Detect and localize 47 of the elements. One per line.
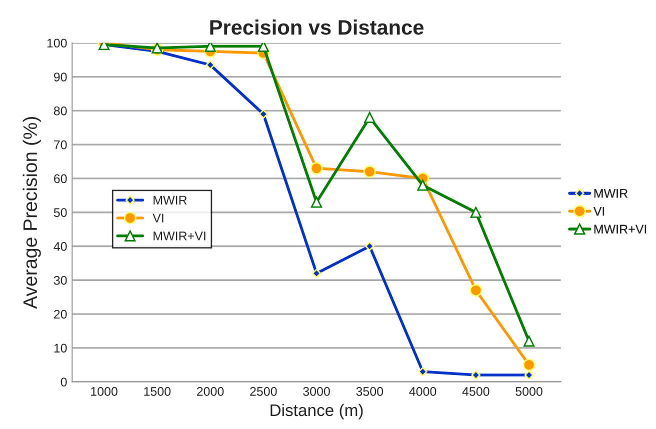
y-axis-title: Average Precision (%) bbox=[22, 117, 41, 309]
point bbox=[310, 196, 322, 208]
x-tick-label: 2000 bbox=[197, 387, 224, 396]
x-tick-label: 4500 bbox=[462, 387, 490, 396]
y-tick-label: 0 bbox=[60, 378, 67, 386]
y-tick-label: 80 bbox=[54, 106, 67, 116]
y-tick-label: 40 bbox=[54, 242, 67, 251]
point bbox=[523, 336, 535, 347]
x-tick-label: 5000 bbox=[516, 387, 542, 396]
x-axis-title: Distance (m) bbox=[270, 404, 363, 420]
point bbox=[471, 370, 481, 380]
x-tick-label: 2500 bbox=[250, 387, 277, 396]
y-tick-label: 70 bbox=[54, 140, 67, 150]
point bbox=[258, 109, 268, 119]
y-tick-label: 90 bbox=[54, 72, 67, 82]
point bbox=[418, 367, 428, 376]
text: MWIR bbox=[594, 189, 628, 198]
legend-label: VI bbox=[152, 214, 164, 222]
point bbox=[524, 370, 534, 380]
x-tick-label: 1000 bbox=[91, 387, 118, 396]
x-tick-label: 3500 bbox=[356, 387, 384, 396]
y-tick-label: 100 bbox=[47, 38, 67, 48]
point bbox=[206, 60, 215, 70]
point bbox=[312, 268, 322, 278]
chart-title: Precision vs Distance bbox=[210, 19, 424, 35]
x-tick-label: 3000 bbox=[303, 387, 330, 396]
y-tick-label: 50 bbox=[54, 208, 67, 218]
point bbox=[204, 42, 216, 52]
x-tick-label: 1500 bbox=[144, 387, 171, 396]
y-tick-label: 20 bbox=[54, 310, 67, 319]
point bbox=[470, 284, 482, 297]
y-tick-label: 30 bbox=[54, 276, 67, 285]
legend-label: MWIR+VI bbox=[154, 232, 206, 240]
point bbox=[417, 180, 428, 191]
text: VI bbox=[593, 206, 604, 216]
x-tick-label: 4000 bbox=[409, 387, 436, 396]
point bbox=[365, 242, 374, 251]
point bbox=[522, 358, 536, 372]
point bbox=[258, 42, 269, 52]
y-tick-label: 60 bbox=[54, 174, 67, 184]
point bbox=[363, 165, 376, 178]
point bbox=[470, 206, 482, 218]
legend-label: MWIR bbox=[154, 196, 187, 204]
point bbox=[310, 162, 323, 175]
text: MWIR+VI bbox=[594, 224, 646, 234]
y-tick-label: 10 bbox=[54, 344, 67, 353]
point bbox=[364, 112, 376, 124]
